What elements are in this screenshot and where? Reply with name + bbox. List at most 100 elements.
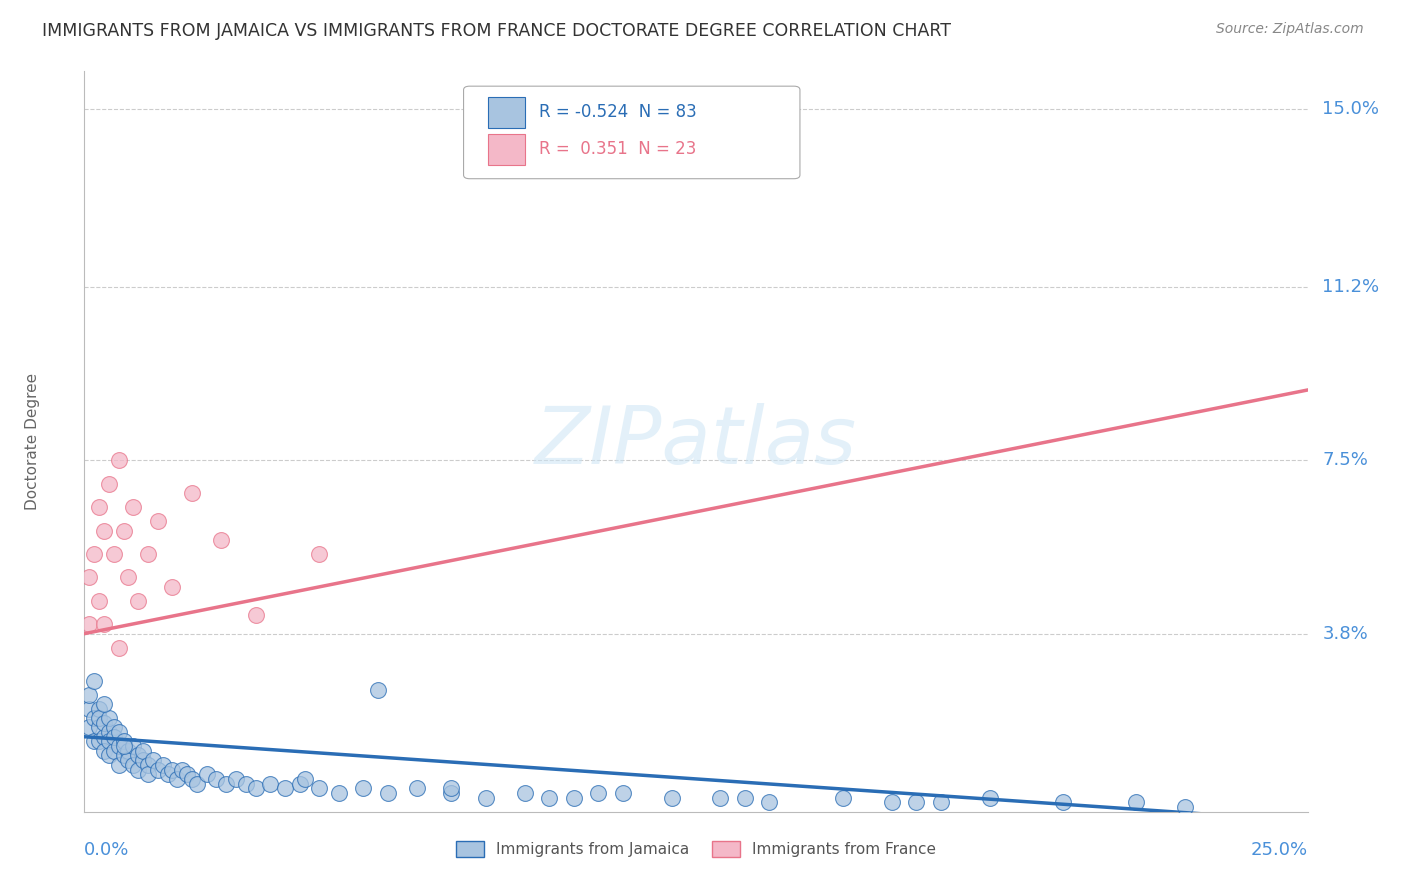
Point bbox=[103, 720, 125, 734]
Point bbox=[112, 524, 135, 538]
Point bbox=[152, 757, 174, 772]
Point bbox=[107, 725, 129, 739]
Point bbox=[538, 790, 561, 805]
Point bbox=[132, 744, 155, 758]
Point bbox=[146, 514, 169, 528]
Point bbox=[87, 500, 110, 515]
Point bbox=[172, 763, 194, 777]
Point bbox=[107, 757, 129, 772]
Point bbox=[132, 753, 155, 767]
Text: 0.0%: 0.0% bbox=[84, 841, 129, 859]
Point bbox=[93, 715, 115, 730]
Point bbox=[245, 607, 267, 622]
Point bbox=[77, 617, 100, 632]
Point bbox=[122, 500, 145, 515]
Point bbox=[97, 711, 120, 725]
Point bbox=[288, 776, 311, 790]
Point bbox=[97, 476, 120, 491]
Point bbox=[235, 776, 257, 790]
Point bbox=[107, 640, 129, 655]
Point bbox=[225, 772, 247, 786]
Point bbox=[328, 786, 350, 800]
Point bbox=[661, 149, 683, 163]
Point bbox=[77, 688, 100, 702]
Point bbox=[83, 711, 105, 725]
Point bbox=[117, 570, 139, 584]
Point bbox=[112, 748, 135, 763]
Point bbox=[880, 795, 903, 809]
Point bbox=[83, 547, 105, 561]
Point bbox=[209, 533, 232, 547]
Point bbox=[87, 720, 110, 734]
Point bbox=[181, 486, 204, 500]
Point bbox=[294, 772, 316, 786]
Point bbox=[176, 767, 198, 781]
Point bbox=[406, 781, 429, 796]
Point bbox=[734, 790, 756, 805]
Point bbox=[127, 594, 149, 608]
Point bbox=[122, 739, 145, 753]
FancyBboxPatch shape bbox=[488, 134, 524, 165]
Text: ZIPatlas: ZIPatlas bbox=[534, 402, 858, 481]
Point bbox=[107, 453, 129, 467]
Point bbox=[117, 753, 139, 767]
Point bbox=[709, 790, 731, 805]
Point bbox=[97, 725, 120, 739]
Text: R =  0.351  N = 23: R = 0.351 N = 23 bbox=[540, 140, 697, 158]
Point bbox=[136, 767, 159, 781]
Text: 15.0%: 15.0% bbox=[1322, 100, 1379, 118]
Point bbox=[103, 547, 125, 561]
Text: R = -0.524  N = 83: R = -0.524 N = 83 bbox=[540, 103, 697, 121]
Point bbox=[661, 790, 683, 805]
Point bbox=[474, 790, 496, 805]
Point bbox=[117, 744, 139, 758]
Point bbox=[215, 776, 238, 790]
Text: IMMIGRANTS FROM JAMAICA VS IMMIGRANTS FROM FRANCE DOCTORATE DEGREE CORRELATION C: IMMIGRANTS FROM JAMAICA VS IMMIGRANTS FR… bbox=[42, 22, 952, 40]
Point bbox=[308, 781, 330, 796]
Point bbox=[103, 730, 125, 744]
Point bbox=[93, 744, 115, 758]
Text: 7.5%: 7.5% bbox=[1322, 451, 1368, 469]
Point bbox=[87, 734, 110, 748]
Point bbox=[205, 772, 228, 786]
Point bbox=[127, 748, 149, 763]
Point bbox=[97, 748, 120, 763]
Point bbox=[259, 776, 281, 790]
Point bbox=[1052, 795, 1074, 809]
Point bbox=[352, 781, 374, 796]
Point bbox=[245, 781, 267, 796]
Point bbox=[93, 697, 115, 711]
Point bbox=[136, 547, 159, 561]
Point bbox=[146, 763, 169, 777]
FancyBboxPatch shape bbox=[488, 96, 524, 128]
Point bbox=[127, 763, 149, 777]
Point bbox=[367, 682, 389, 697]
Point bbox=[77, 701, 100, 715]
Point bbox=[274, 781, 297, 796]
Point bbox=[377, 786, 399, 800]
Point bbox=[513, 786, 536, 800]
Point bbox=[122, 757, 145, 772]
Point bbox=[87, 701, 110, 715]
Text: 11.2%: 11.2% bbox=[1322, 278, 1379, 296]
Point bbox=[103, 744, 125, 758]
Text: 25.0%: 25.0% bbox=[1250, 841, 1308, 859]
Point bbox=[156, 767, 179, 781]
Point bbox=[162, 580, 184, 594]
Point bbox=[195, 767, 218, 781]
Point bbox=[440, 781, 463, 796]
Point bbox=[112, 734, 135, 748]
Point bbox=[562, 790, 585, 805]
Point bbox=[87, 711, 110, 725]
Point bbox=[77, 720, 100, 734]
Point bbox=[107, 739, 129, 753]
Point bbox=[308, 547, 330, 561]
Point bbox=[83, 673, 105, 688]
Point bbox=[162, 763, 184, 777]
Point bbox=[186, 776, 208, 790]
Point bbox=[93, 524, 115, 538]
Point bbox=[181, 772, 204, 786]
Point bbox=[929, 795, 952, 809]
Point bbox=[831, 790, 853, 805]
Point bbox=[758, 795, 780, 809]
